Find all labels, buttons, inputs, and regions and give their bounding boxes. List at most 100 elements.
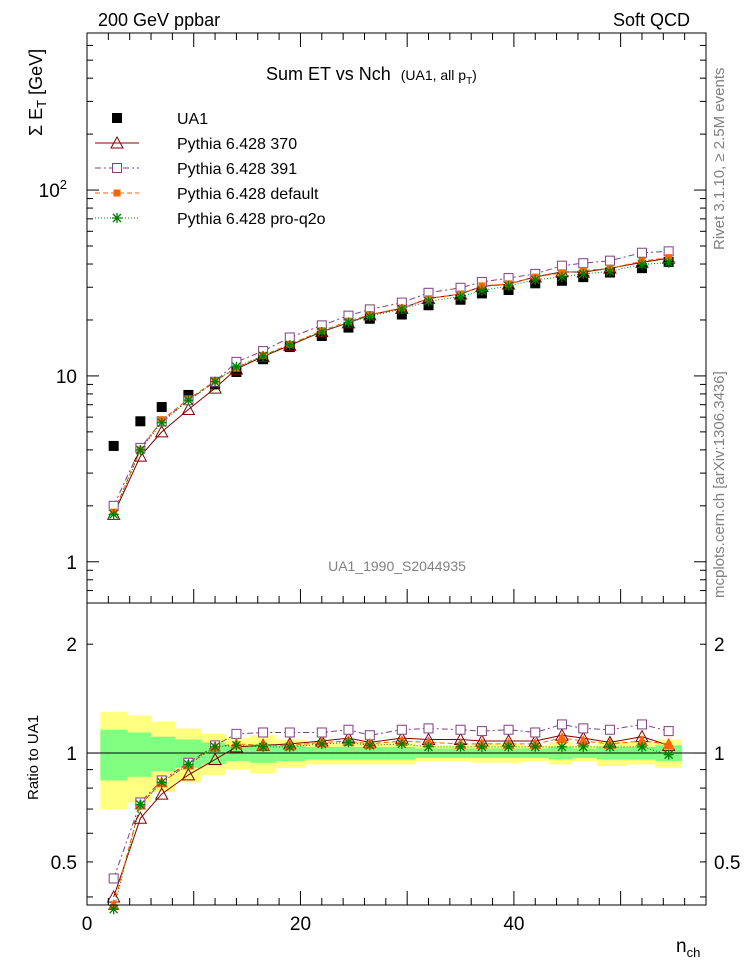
- series-4-ratio-point: [604, 741, 615, 752]
- series-1-ratio-point: [154, 787, 169, 800]
- main-ytick-label: 10: [56, 367, 77, 388]
- series-4-main-point: [503, 280, 514, 291]
- series-4-ratio-point: [210, 741, 221, 752]
- series-1-main-point: [154, 424, 169, 438]
- series-4-main-point: [231, 361, 242, 372]
- series-1-ratio-point: [133, 811, 148, 824]
- ua1-point: [183, 389, 194, 400]
- series-4-ratio-point: [636, 741, 647, 752]
- series-4-ratio-point: [343, 737, 354, 748]
- series-4-main-point: [636, 259, 647, 270]
- ua1-point: [396, 309, 407, 320]
- series-lines: [113, 250, 669, 910]
- series-3-ratio-point: [662, 737, 675, 749]
- series-2-ratio-line: [113, 723, 669, 879]
- series-2-ratio-point: [455, 724, 466, 735]
- series-4-main-point: [530, 274, 541, 285]
- series-2-ratio-point: [231, 728, 242, 739]
- series-4-ratio-point: [556, 741, 567, 752]
- mcplots-label: mcplots.cern.ch [arXiv:1306.3436]: [711, 371, 728, 598]
- chart-subtitle: (UA1, all p: [401, 67, 467, 83]
- series-4-main-point: [476, 285, 487, 296]
- legend: UA1 Pythia 6.428 370 Pythia 6.428 391 Pythi…: [95, 111, 326, 228]
- series-1-main-point: [208, 381, 222, 394]
- series-2-main-line: [113, 250, 669, 507]
- series-4-ratio-point: [258, 741, 269, 752]
- ratio-band-green: [100, 729, 128, 781]
- series-4-main-point: [210, 376, 221, 387]
- series-1-main-line: [113, 257, 669, 515]
- legend-label: Pythia 6.428 default: [177, 186, 319, 203]
- series-4-main-point: [284, 339, 295, 350]
- xlabel-sub: ch: [687, 945, 701, 960]
- ratio-ytick-label-right: 2: [714, 635, 725, 656]
- series-markers: [106, 246, 676, 915]
- series-3-ratio-line: [113, 737, 669, 906]
- chart-title: Sum ET vs Nch (UA1, all pT): [266, 64, 477, 87]
- ratio-ytick-label-right: 0.5: [714, 853, 740, 874]
- series-1-ratio-point: [181, 767, 196, 781]
- legend-label: UA1: [177, 111, 208, 128]
- series-2-ratio-point: [396, 724, 407, 735]
- series-4-main-point: [663, 257, 674, 268]
- series-4-main-point: [108, 509, 119, 520]
- series-2-ratio-point: [108, 873, 119, 884]
- series-2-ratio-point: [556, 719, 567, 730]
- series-4-main-point: [455, 291, 466, 302]
- series-1-ratio-point: [208, 752, 222, 765]
- legend-label: Pythia 6.428 391: [177, 161, 297, 178]
- series-2-ratio-point: [258, 727, 269, 738]
- series-4-ratio-point: [663, 749, 674, 760]
- series-4-ratio-point: [455, 741, 466, 752]
- chart-subtitle-sub: T: [466, 76, 472, 87]
- series-1-main-point: [181, 402, 196, 415]
- series-2-ratio-point: [663, 726, 674, 737]
- series-4-ratio-point: [578, 741, 589, 752]
- series-4-ratio-point: [396, 738, 407, 749]
- legend-marker: [112, 163, 122, 173]
- series-4-main-point: [364, 311, 375, 322]
- series-4-ratio-point: [476, 741, 487, 752]
- rivet-label: Rivet 3.1.10, ≥ 2.5M events: [711, 68, 728, 251]
- series-4-main-point: [578, 268, 589, 279]
- series-4-main-point: [135, 444, 146, 455]
- series-4-main-point: [604, 266, 615, 277]
- series-2-main-point: [578, 258, 589, 269]
- series-2-main-point: [556, 260, 567, 271]
- xlabel: nch: [676, 936, 700, 960]
- legend-label: Pythia 6.428 pro-q2o: [177, 211, 326, 228]
- series-4-ratio-line: [113, 741, 669, 910]
- main-ylabel: Σ ET [GeV]: [26, 49, 49, 136]
- series-4-main-point: [423, 296, 434, 307]
- ratio-ytick-label-right: 1: [714, 744, 725, 765]
- ua1-point: [108, 440, 119, 451]
- series-4-ratio-point: [108, 904, 119, 915]
- legend-marker: [112, 213, 122, 223]
- xlabel-base: n: [676, 936, 687, 957]
- main-ytick-label: 1: [66, 553, 77, 574]
- series-3-ratio-point: [555, 732, 568, 744]
- legend-marker-ua1: [112, 113, 122, 123]
- ratio-ytick-label: 0.5: [51, 853, 77, 874]
- main-ytick-label: 102: [39, 177, 67, 202]
- series-2-ratio-point: [604, 724, 615, 735]
- series-2-main-point: [604, 255, 615, 266]
- main-ylabel-base: Σ E: [26, 108, 46, 136]
- series-4-ratio-point: [231, 740, 242, 751]
- series-4-main-point: [556, 271, 567, 282]
- series-2-ratio-point: [284, 727, 295, 738]
- series-4-ratio-point: [183, 759, 194, 770]
- series-1-ratio-line: [113, 734, 669, 898]
- chart-title-main: Sum ET vs Nch: [266, 64, 391, 84]
- series-4-main-point: [258, 350, 269, 361]
- ratio-frame: [86, 602, 707, 906]
- ratio-ytick-label: 1: [66, 744, 77, 765]
- xtick-label: 40: [503, 914, 524, 935]
- series-4-ratio-point: [156, 777, 167, 788]
- legend-label: Pythia 6.428 370: [177, 136, 297, 153]
- series-4-main-point: [343, 317, 354, 328]
- series-4-ratio-point: [503, 741, 514, 752]
- series-4-ratio-point: [135, 799, 146, 810]
- series-2-ratio-point: [316, 727, 327, 738]
- legend-marker: [113, 189, 121, 197]
